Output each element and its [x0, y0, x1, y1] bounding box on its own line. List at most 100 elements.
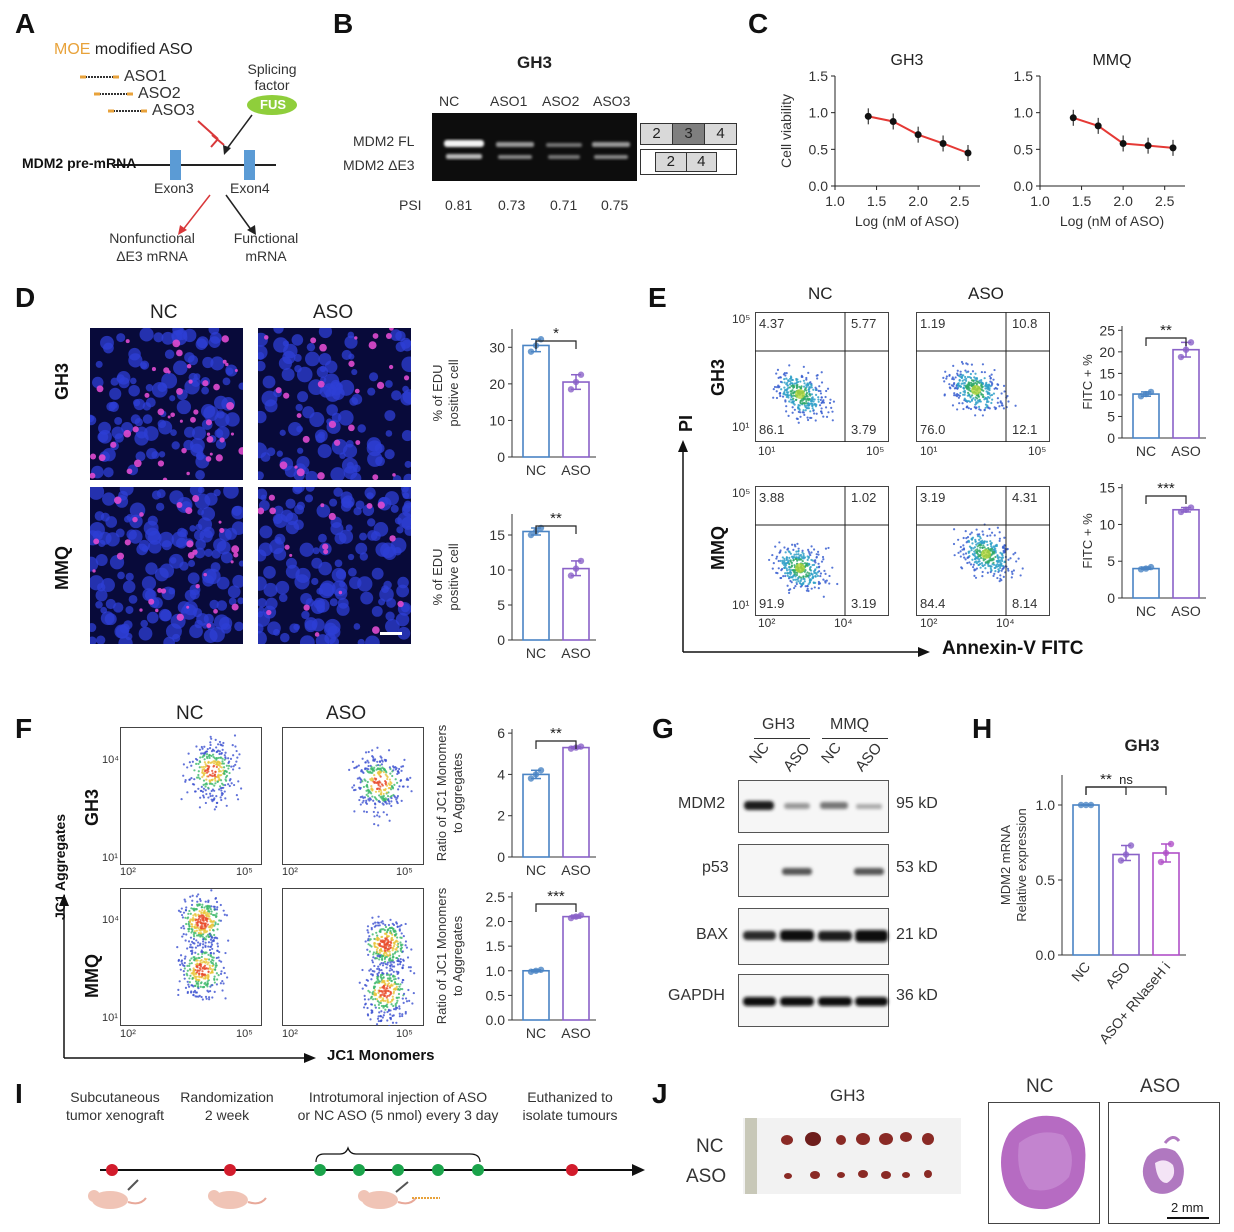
flow-f-pt-1-0-10: [208, 756, 211, 760]
bar-emmq-ytick-label-0: 0: [1107, 590, 1115, 606]
flow-f-pt-1-0-238: [222, 769, 225, 772]
bar-dgh3-ylabel-0: % of EDU: [430, 364, 445, 421]
flow-e-pt-1-153: [818, 385, 821, 388]
flow-e-pt-1-201: [806, 383, 809, 386]
flow-f-pt-4-0-248: [387, 950, 390, 953]
flow-f-pt-2-0-259: [372, 756, 375, 759]
flow-e-pt-3-258: [820, 560, 824, 563]
edu-4-7: [366, 502, 373, 509]
bar-fmmq-ytick-label-4: 2.0: [486, 914, 506, 930]
flow-e-pt-4-237: [1007, 569, 1010, 572]
flow-f-pt-3-1-235: [226, 976, 229, 979]
flow-e-pt-3-87: [794, 578, 797, 581]
flow-e-pt-2-38: [966, 391, 970, 394]
flow-e-pt-4-273: [974, 540, 977, 543]
flow-f-pt-3-0-209: [187, 922, 190, 925]
flow-f-pt-4-0-206: [396, 940, 399, 943]
nucleus-2-85: [302, 406, 315, 419]
flow-f-pt-3-1-187: [213, 978, 216, 981]
flow-e-q3-2: 76.0: [920, 422, 945, 437]
flow-e-pt-3-135: [781, 559, 784, 562]
flow-e-pt-1-165: [787, 379, 790, 382]
flow-e-pt-2-269: [958, 378, 961, 382]
flow-e-pt-3-289: [804, 569, 807, 572]
nucleus-4-140: [318, 533, 327, 543]
flow-f-pt-4-0-255: [378, 937, 381, 941]
flow-e-pt-1-142: [800, 399, 803, 402]
flow-f-pt-1-0-14: [182, 763, 185, 766]
nucleus-4-123: [336, 602, 350, 616]
flow-f-pt-3-1-182: [177, 988, 180, 991]
flow-f-pt-1-0-275: [217, 749, 220, 752]
nucleus-4-143: [367, 518, 376, 527]
nucleus-2-91: [318, 328, 333, 339]
flow-f-pt-2-0-60: [388, 778, 392, 781]
nucleus-4-81: [341, 495, 355, 509]
edu-1-21: [98, 454, 106, 462]
nucleus-4-38: [395, 612, 410, 627]
edu-1-28: [126, 468, 133, 475]
edu-3-17: [185, 507, 193, 515]
flow-f-pt-1-0-290: [223, 790, 226, 793]
flow-f-pt-3-0-294: [193, 935, 196, 938]
nucleus-3-76: [176, 537, 187, 549]
flow-f-pt-3-1-218: [192, 994, 195, 997]
flow-e-pt-2-132: [948, 383, 951, 386]
flow-e-pt-1-297: [792, 401, 795, 404]
flow-f-pt-1-0-27: [209, 794, 212, 798]
flow-e-pt-2-70: [953, 392, 956, 395]
flow-f-pt-3-0-142: [190, 903, 194, 907]
flow-f-pt-3-0-238: [211, 923, 215, 926]
flow-f-pt-3-0-34: [225, 914, 229, 917]
bar-egh3-dot-0-1: [1142, 390, 1150, 398]
bar-h-bar-0: [1072, 804, 1100, 956]
exon-fl-4: 4: [705, 124, 736, 144]
flow-e-pt-4-165: [968, 561, 971, 564]
flow-f-pt-1-0-217: [230, 765, 233, 768]
flow-e-pt-4-175: [996, 563, 999, 566]
flow-e-pt-1-298: [809, 402, 812, 405]
flow-f-pt-1-0-273: [211, 799, 214, 803]
flow-e-pt-1-63: [773, 385, 777, 389]
flow-f-pt-1-0-256: [238, 767, 241, 770]
flow-f-pt-1-0-166: [205, 778, 208, 781]
nucleus-1-86: [161, 331, 175, 345]
flow-e-pt-3-300: [779, 549, 782, 552]
flow-e-pt-3-60: [781, 556, 784, 559]
flow-f-pt-4-0-115: [366, 929, 369, 932]
edu-1-5: [222, 359, 227, 364]
nucleus-3-40: [102, 492, 116, 506]
flow-e-pt-1-242: [821, 401, 824, 404]
flow-e-pt-1-319: [808, 392, 811, 396]
flow-f-pt-4-0-92: [392, 961, 396, 964]
flow-e-pt-3-273: [810, 587, 813, 590]
panel-g: GH3 MMQ NC ASO NC ASO MDM2 p53 BAX GAPDH…: [660, 710, 970, 1030]
flow-f-pt-4-1-210: [405, 1000, 409, 1003]
flow-e-pt-4-283: [976, 542, 979, 545]
flow-f-pt-4-1-190: [388, 994, 391, 997]
flow-f-pt-4-1-166: [404, 997, 408, 1000]
c-point-1-0: [1069, 114, 1077, 122]
edu-1-38: [186, 471, 190, 476]
bar-dmmq-ytick-label-0: 0: [497, 632, 505, 648]
flow-f-pt-4-1-196: [372, 986, 376, 989]
flow-f-pt-3-1-73: [202, 938, 205, 941]
flow-f-pt-3-1-287: [211, 984, 214, 987]
c-xtick-label-1-0: 1.0: [1030, 193, 1050, 209]
flow-f-pt-3-0-55: [206, 923, 210, 926]
edu-3-26: [148, 598, 155, 605]
nucleus-2-34: [258, 410, 267, 424]
panel-j: GH3 NC ASO NC ASO: [680, 1076, 1234, 1228]
flow-f-pt-2-0-240: [379, 781, 382, 784]
flow-f-pt-1-0-112: [204, 785, 207, 788]
flow-f-pt-3-1-281: [216, 978, 219, 981]
psi-aso2: 0.71: [550, 197, 578, 213]
flow-e-frame-3: [755, 486, 889, 616]
flow-e-pt-4-154: [976, 535, 980, 538]
tumour-samples: [745, 1118, 934, 1194]
c-xtick-label-0-2: 2.0: [908, 193, 928, 209]
mouse-icon-2: [208, 1190, 267, 1209]
flow-f-pt-2-0-223: [359, 786, 362, 790]
flow-f-pt-4-0-224: [395, 921, 398, 924]
